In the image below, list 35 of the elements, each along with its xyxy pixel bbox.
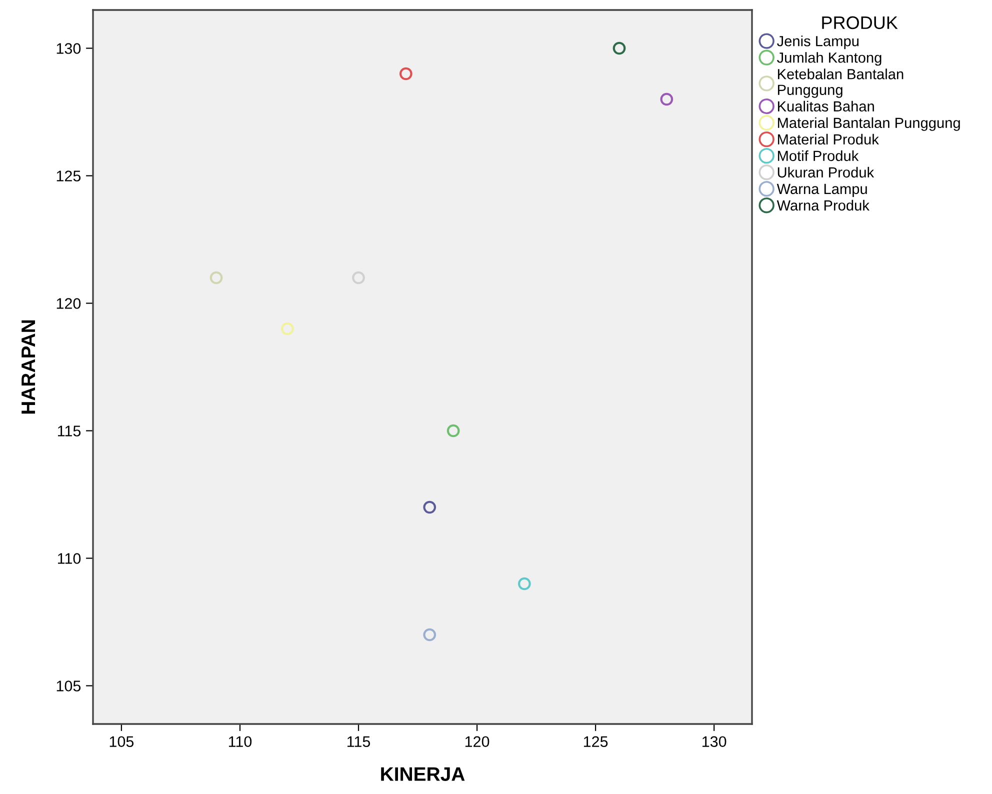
- point: [280, 322, 294, 336]
- legend-label: Ukuran Produk: [778, 166, 874, 178]
- x-axis-title: KINERJA: [381, 767, 465, 781]
- x-tick-label: 105: [110, 736, 134, 748]
- y-axis-title: HARAPAN: [22, 320, 36, 414]
- x-tick-label: 115: [347, 736, 370, 748]
- point: [423, 628, 436, 642]
- point: [446, 424, 460, 438]
- point: [612, 42, 626, 55]
- point: [660, 92, 674, 106]
- x-tick-label: 120: [465, 736, 490, 748]
- legend-label: Material Bantalan Punggung: [778, 117, 960, 131]
- point: [399, 67, 412, 80]
- legend-label: Warna Lampu: [776, 184, 867, 197]
- y-tick-label: 125: [56, 170, 81, 182]
- legend-label: Warna Produk: [776, 200, 870, 211]
- legend-title: PRODUK: [822, 16, 898, 30]
- legend-label: Ketebalan Bantalan Punggung: [778, 68, 904, 98]
- y-tick-label: 115: [58, 426, 81, 436]
- y-tick-label: 120: [56, 298, 81, 309]
- x-tick-label: 110: [228, 736, 252, 748]
- legend-label: Kualitas Bahan: [778, 100, 874, 112]
- point: [423, 500, 436, 514]
- y-tick-label: 110: [58, 553, 81, 564]
- legend-label: Jumlah Kantong: [777, 52, 882, 66]
- point: [518, 577, 531, 590]
- legend-label: Jenis Lampu: [777, 36, 859, 50]
- legend-label: Motif Produk: [778, 150, 859, 162]
- y-tick-label: 130: [56, 43, 81, 54]
- y-tick-label: 105: [56, 680, 81, 692]
- x-tick-label: 130: [702, 736, 726, 748]
- point: [210, 271, 223, 284]
- x-tick-label: 125: [584, 736, 608, 748]
- point: [352, 271, 365, 284]
- legend-label: Material Produk: [778, 134, 879, 145]
